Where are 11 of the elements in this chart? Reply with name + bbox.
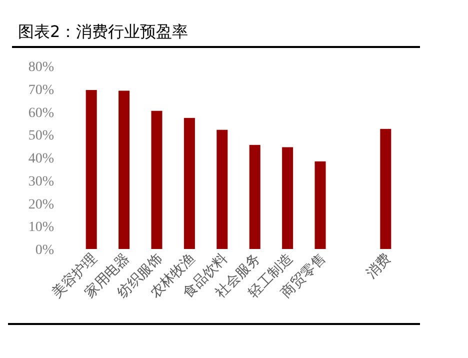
ytick: 70% xyxy=(28,82,54,98)
ytick: 0% xyxy=(35,243,54,258)
ytick: 50% xyxy=(28,128,54,144)
xtick: 消费 xyxy=(364,251,394,282)
ytick: 20% xyxy=(28,197,54,212)
ytick: 60% xyxy=(28,106,54,121)
ytick: 10% xyxy=(28,220,54,236)
ytick: 40% xyxy=(28,152,54,166)
ytick: 30% xyxy=(28,174,54,190)
ytick: 80% xyxy=(28,60,54,75)
title: 图表2：消费行业预盈率 xyxy=(18,22,188,41)
